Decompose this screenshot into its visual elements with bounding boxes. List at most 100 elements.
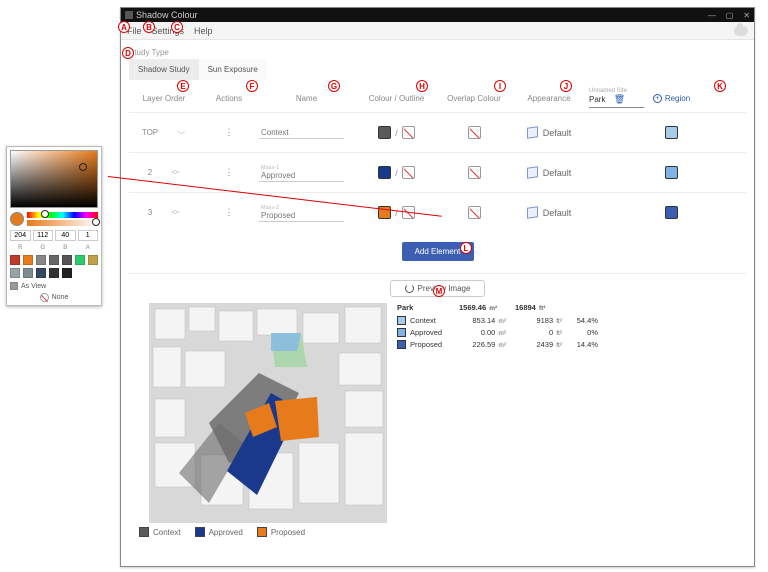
- legend-item: Approved: [195, 527, 243, 537]
- layer-row: 3 ︿ ﹀ ⋮ Mass-2 Proposed / Default: [129, 192, 746, 232]
- palette-swatch[interactable]: [10, 268, 20, 278]
- study-tabs: Shadow Study Sun Exposure: [129, 59, 746, 80]
- annotation-callout: D: [122, 47, 134, 59]
- palette-swatch[interactable]: [62, 268, 72, 278]
- layer-name-input[interactable]: Mass-2 Proposed: [259, 204, 344, 222]
- titlebar: Shadow Colour — ▢ ✕: [121, 8, 754, 22]
- menu-help[interactable]: Help: [194, 26, 213, 36]
- trash-icon[interactable]: 🗑: [614, 94, 625, 104]
- palette-swatch[interactable]: [88, 255, 98, 265]
- grid-header: Layer Order Actions Name Colour / Outlin…: [129, 84, 746, 112]
- picker-g-input[interactable]: [33, 230, 54, 241]
- close-icon[interactable]: ✕: [743, 11, 750, 20]
- current-colour-swatch: [10, 212, 24, 226]
- cube-icon: [527, 167, 538, 178]
- region-colour-swatch[interactable]: [665, 166, 678, 179]
- annotation-callout: K: [714, 80, 726, 92]
- minimize-icon[interactable]: —: [708, 11, 716, 20]
- appearance-label[interactable]: Default: [543, 128, 572, 138]
- row-actions-menu[interactable]: ⋮: [225, 207, 234, 217]
- palette-swatch[interactable]: [49, 268, 59, 278]
- col-appearance: Appearance: [509, 94, 589, 103]
- as-view-toggle[interactable]: As View: [10, 282, 98, 290]
- col-region[interactable]: + Region: [644, 94, 699, 103]
- palette-swatch[interactable]: [62, 255, 72, 265]
- alpha-slider[interactable]: [27, 220, 98, 226]
- palette-swatch[interactable]: [23, 268, 33, 278]
- annotation-callout: E: [177, 80, 189, 92]
- stats-panel: Park 1569.46 m² 16894 ft² Context 853.14…: [397, 303, 746, 523]
- cloud-icon[interactable]: [734, 26, 748, 36]
- colour-swatch[interactable]: [378, 166, 391, 179]
- picker-none-button[interactable]: None: [10, 293, 98, 302]
- col-overlap: Overlap Colour: [439, 94, 509, 103]
- overlap-swatch[interactable]: [468, 126, 481, 139]
- palette-swatch[interactable]: [36, 255, 46, 265]
- overlap-swatch[interactable]: [468, 166, 481, 179]
- annotation-callout: M: [433, 285, 445, 297]
- palette-swatch[interactable]: [36, 268, 46, 278]
- stats-row: Approved 0.00 m² 0 ft² 0%: [397, 328, 746, 337]
- appearance-label[interactable]: Default: [543, 168, 572, 178]
- palette-swatch[interactable]: [10, 255, 20, 265]
- chevron-down-icon[interactable]: ﹀: [176, 133, 186, 139]
- maximize-icon[interactable]: ▢: [726, 11, 734, 20]
- stats-row: Context 853.14 m² 9183 ft² 54.4%: [397, 316, 746, 325]
- chevron-down-icon[interactable]: ﹀: [170, 173, 180, 179]
- hue-slider[interactable]: [27, 212, 98, 218]
- annotation-callout: B: [143, 21, 155, 33]
- palette: [10, 255, 98, 278]
- stats-head-label: Park: [397, 303, 459, 312]
- cube-icon: [527, 207, 538, 218]
- layer-name-input[interactable]: Mass-1 Approved: [259, 164, 344, 182]
- chevron-down-icon[interactable]: ﹀: [170, 213, 180, 219]
- region-colour-swatch[interactable]: [665, 206, 678, 219]
- annotation-callout: A: [118, 21, 130, 33]
- annotation-callout: H: [416, 80, 428, 92]
- picker-r-input[interactable]: [10, 230, 31, 241]
- appearance-label[interactable]: Default: [543, 208, 572, 218]
- annotation-callout: F: [246, 80, 258, 92]
- palette-swatch[interactable]: [49, 255, 59, 265]
- annotation-callout: I: [494, 80, 506, 92]
- legend-item: Proposed: [257, 527, 305, 537]
- colour-swatch[interactable]: [378, 126, 391, 139]
- window-title: Shadow Colour: [136, 10, 198, 20]
- preview-map: [149, 303, 387, 523]
- picker-a-input[interactable]: [78, 230, 99, 241]
- palette-swatch[interactable]: [75, 255, 85, 265]
- picker-b-input[interactable]: [55, 230, 76, 241]
- outline-swatch[interactable]: [402, 126, 415, 139]
- window-controls[interactable]: — ▢ ✕: [708, 11, 750, 20]
- overlap-swatch[interactable]: [468, 206, 481, 219]
- region-colour-swatch[interactable]: [665, 126, 678, 139]
- study-type-label: Study Type: [129, 48, 746, 57]
- picker-cursor[interactable]: [79, 163, 87, 171]
- row-actions-menu[interactable]: ⋮: [225, 127, 234, 137]
- menubar: File Settings Help: [121, 22, 754, 40]
- col-layer-order: Layer Order: [129, 94, 199, 103]
- picker-gradient[interactable]: [10, 150, 98, 208]
- refresh-icon: [405, 284, 414, 293]
- col-colour: Colour / Outline: [354, 94, 439, 103]
- col-name: Name: [259, 94, 354, 103]
- layer-row: 2 ︿ ﹀ ⋮ Mass-1 Approved / Default: [129, 152, 746, 192]
- layer-row: TOP ︿ ﹀ ⋮ Context / Default: [129, 112, 746, 152]
- outline-swatch[interactable]: [402, 166, 415, 179]
- stats-row: Proposed 226.59 m² 2439 ft² 14.4%: [397, 340, 746, 349]
- app-icon: [125, 11, 133, 19]
- tab-shadow-study[interactable]: Shadow Study: [129, 59, 199, 80]
- cube-icon: [527, 127, 538, 138]
- layer-name-input[interactable]: Context: [259, 127, 344, 139]
- annotation-callout: C: [171, 21, 183, 33]
- annotation-callout: J: [560, 80, 572, 92]
- colour-picker-popover[interactable]: R G B A As View None: [6, 146, 102, 306]
- legend-item: Context: [139, 527, 181, 537]
- col-actions: Actions: [199, 94, 259, 103]
- palette-swatch[interactable]: [23, 255, 33, 265]
- row-actions-menu[interactable]: ⋮: [225, 167, 234, 177]
- plus-icon[interactable]: +: [653, 94, 662, 103]
- tab-sun-exposure[interactable]: Sun Exposure: [199, 59, 267, 80]
- annotation-callout: G: [328, 80, 340, 92]
- col-unnamed-site[interactable]: Unnamed Site Park 🗑: [589, 88, 644, 108]
